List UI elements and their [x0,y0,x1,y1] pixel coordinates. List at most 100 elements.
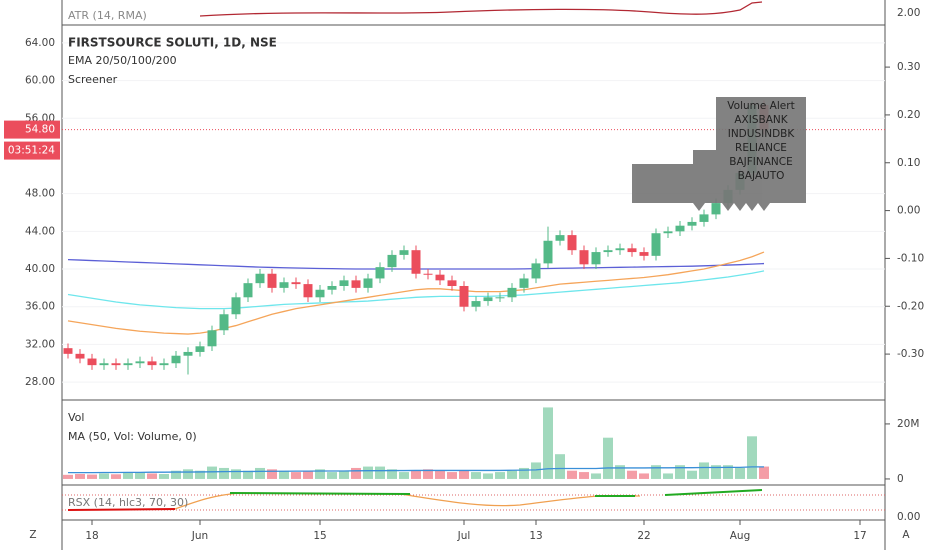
candle-body [219,314,229,331]
x-tick-label: Jul [457,530,471,542]
candle-body [399,250,409,255]
x-tick-label: 18 [85,530,98,542]
candle-body [579,250,589,265]
volume-bar [651,465,661,479]
rsx-label: RSX (14, hlc3, 70, 30) [68,496,188,509]
volume-bar [111,474,121,479]
volume-bar [459,470,469,479]
volume-bar [99,473,109,479]
candle-body [351,280,361,288]
candle-body [303,284,313,298]
volume-bar [567,470,577,479]
y-tick-label: 48.00 [25,188,55,200]
y-tick-label: 64.00 [25,37,55,49]
volume-bar [507,470,517,479]
volume-bar [483,473,493,479]
volume-bar [339,470,349,479]
y2-tick-label: 0.30 [897,61,920,73]
candle-body [495,297,505,299]
volume-bar [411,470,421,479]
candle-body [675,225,685,232]
candle-body [195,346,205,352]
button-label[interactable]: A [902,529,910,541]
volume-bar [399,472,409,479]
volume-bar [543,407,553,479]
volume-bar [387,469,397,479]
volume-bar [255,467,265,479]
x-tick-label: 22 [637,530,650,542]
rsx-line [174,492,640,510]
volume-bar [315,469,325,479]
volume-bar [123,472,133,479]
volume-bar [279,470,289,479]
candle-body [363,278,373,288]
candle-body [555,235,565,241]
candle-body [531,263,541,279]
volume-bar [183,469,193,479]
countdown-label: 03:51:24 [8,145,55,157]
alert-text: AXISBANK [734,114,788,126]
candle-body [687,221,697,226]
volume-bar [759,466,769,479]
candle-body [291,282,301,285]
candle-body [279,282,289,288]
atr-label: ATR (14, RMA) [68,9,147,22]
button-label[interactable]: Z [29,529,36,541]
y-tick-label: 32.00 [25,338,55,350]
candle-body [123,363,133,366]
candle-body [591,252,601,265]
volume-bar [735,467,745,479]
candle-body [507,287,517,298]
alert-text: RELIANCE [735,142,787,154]
candle-body [423,273,433,275]
volume-bar [699,462,709,479]
volume-bar [471,472,481,479]
volume-bar [711,465,721,479]
volume-bar [207,466,217,479]
volume-bar [555,454,565,479]
button[interactable] [24,525,42,543]
volume-bar [579,472,589,479]
volume-ma-label: MA (50, Vol: Volume, 0) [68,430,197,443]
candle-body [171,355,181,364]
y-tick-label: 36.00 [25,301,55,313]
volume-bar [687,470,697,479]
volume-bar [591,473,601,479]
legend-item: Screener [68,73,118,86]
candle-body [75,353,85,359]
volume-bar [495,472,505,479]
candle-body [711,203,721,215]
atr-line [199,1,763,17]
rsx-line [229,489,763,497]
x-tick-label: 13 [529,530,542,542]
volume-bar [627,470,637,479]
alert-text: BAJAUTO [738,170,785,182]
button[interactable] [897,525,915,543]
candle-body [639,252,649,256]
candle-body [567,235,577,251]
candle-body [375,267,385,279]
rsx-tick: 0.00 [897,511,920,523]
candle-body [615,248,625,251]
y2-tick-label: -0.20 [897,300,924,312]
volume-bar [351,467,361,479]
volume-bar [663,473,673,479]
candle-body [99,363,109,366]
price-tag-label: 54.80 [25,124,55,136]
candle-body [327,285,337,290]
volume-bar [615,465,625,479]
volume-bar [303,470,313,479]
y2-tick-label: 0.00 [897,205,920,217]
y2-tick-label: 0.20 [897,109,920,121]
volume-bar [531,462,541,479]
volume-bar [243,470,253,479]
volume-bar [639,473,649,479]
rsx-line [67,508,176,511]
candle-body [519,278,529,288]
volume-bar [375,466,385,479]
candle-body [471,301,481,307]
candle-body [315,289,325,298]
alert-text: Volume Alert [727,100,794,112]
